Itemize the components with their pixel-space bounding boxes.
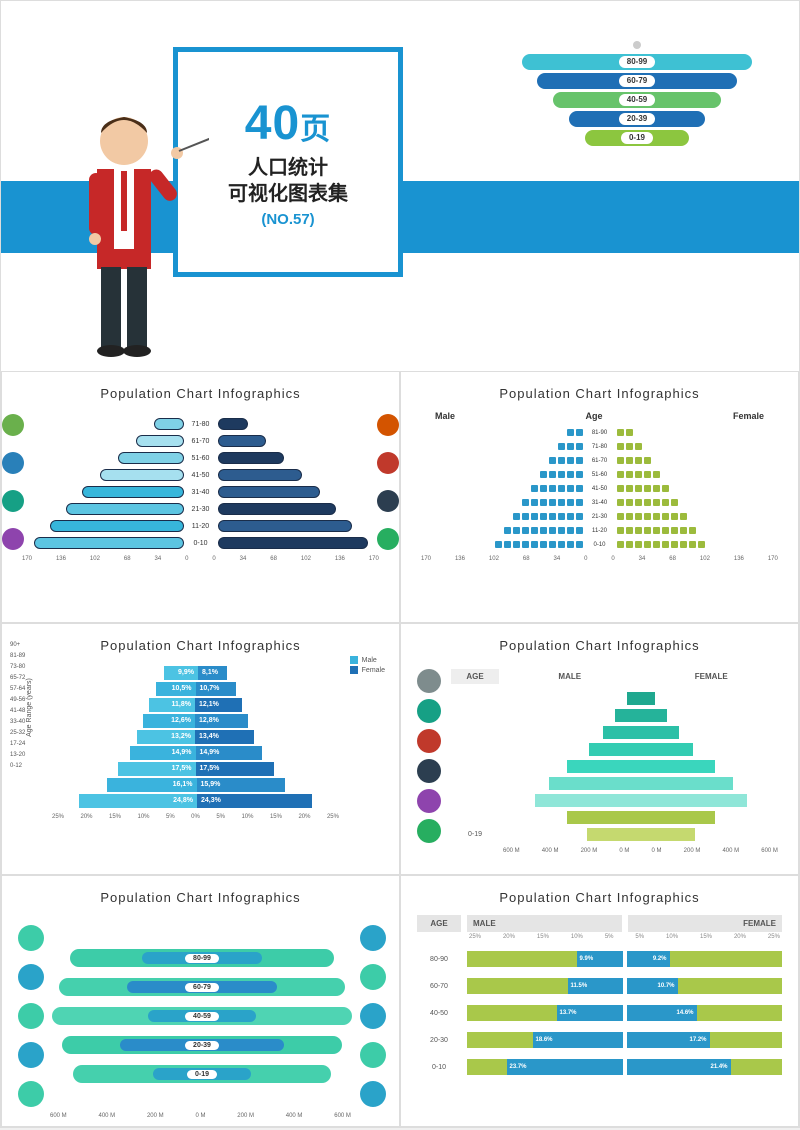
y-axis-label: Age Range (years) — [26, 678, 33, 737]
pyramid-row: 51-60 — [118, 451, 284, 465]
pyramid-row: 31-40 — [82, 485, 320, 499]
panel-split-bars: Population Chart Infographics AGE MALE F… — [400, 875, 799, 1127]
panel-diamond-pyramid: Population Chart Infographics AGE MALE F… — [400, 623, 799, 875]
panel-percent-pyramid: Population Chart Infographics Age Range … — [1, 623, 400, 875]
title-issue: (NO.57) — [261, 211, 314, 228]
pill-bar: 20-39 — [62, 1036, 342, 1054]
dot-row: 51-60 — [495, 469, 705, 480]
diamond-row — [451, 775, 782, 791]
avatar-icon — [18, 964, 44, 990]
avatar-icon — [417, 729, 441, 753]
pill-bar: 80-99 — [70, 949, 334, 967]
funnel-bar: 80-99 — [522, 54, 752, 70]
pill-bar: 40-59 — [52, 1007, 352, 1025]
presenter-illustration — [59, 79, 209, 364]
percent-row: 13,2%13,4% — [137, 729, 254, 744]
percent-row: 10,5%10,7% — [156, 681, 236, 696]
panel-pyramid-outline: Population Chart Infographics 71-80 61-70… — [1, 371, 400, 623]
pyramid-row: 21-30 — [66, 502, 336, 516]
avatar-icon — [360, 964, 386, 990]
title-subtitle: 人口统计可视化图表集 — [228, 155, 348, 207]
pyramid-row: 0-10 — [34, 536, 368, 550]
diamond-row — [451, 690, 782, 706]
y-tick-labels: 90+81-8973-8065-7257-6449-5641-4833-4025… — [10, 642, 25, 769]
p2-header: MaleAgeFemale — [417, 411, 782, 427]
panel-title: Population Chart Infographics — [18, 638, 383, 653]
avatar-icon — [417, 759, 441, 783]
p6-header: AGE MALE FEMALE — [417, 915, 782, 932]
diamond-row — [451, 741, 782, 757]
diamond-row — [451, 707, 782, 723]
pyramid-row: 11-20 — [50, 519, 352, 533]
p4-header: AGE MALE FEMALE — [451, 669, 782, 684]
funnel-bar: 40-59 — [553, 92, 721, 108]
funnel-bar: 20-39 — [569, 111, 705, 127]
avatar-icon — [360, 1003, 386, 1029]
avatar-icon — [417, 699, 441, 723]
avatar-icon — [417, 789, 441, 813]
diamond-row — [451, 758, 782, 774]
pyramid-row: 61-70 — [136, 434, 266, 448]
panel-horizontal-pills: Population Chart Infographics 80-99 60-79… — [1, 875, 400, 1127]
percent-row: 12,6%12,8% — [143, 713, 248, 728]
pyramid-row: 41-50 — [100, 468, 302, 482]
split-bar-row: 80-909.9%9.2% — [417, 950, 782, 968]
avatar-icon — [360, 1081, 386, 1107]
pill-bar: 0-19 — [73, 1065, 331, 1083]
percent-row: 16,1%15,9% — [107, 777, 285, 792]
avatar-icon — [360, 1042, 386, 1068]
percent-row: 11,8%12,1% — [149, 697, 242, 712]
panel-dot-matrix: Population Chart Infographics MaleAgeFem… — [400, 371, 799, 623]
split-bar-row: 20-3018.6%17.2% — [417, 1031, 782, 1049]
panel-title: Population Chart Infographics — [18, 386, 383, 401]
title-number: 40页 — [245, 96, 331, 151]
avatar-icon — [18, 1081, 44, 1107]
legend: Male Female — [350, 656, 385, 676]
avatar-icon — [417, 819, 441, 843]
pyramid-row: 71-80 — [154, 417, 248, 431]
dot-row: 71-80 — [495, 441, 705, 452]
split-bar-row: 0-1023.7%21.4% — [417, 1058, 782, 1076]
diamond-row — [451, 724, 782, 740]
pill-bar: 60-79 — [59, 978, 345, 996]
percent-row: 14,9%14,9% — [130, 745, 262, 760]
avatar-icon — [18, 925, 44, 951]
dot-row: 11-20 — [495, 525, 705, 536]
dot-row: 41-50 — [495, 483, 705, 494]
dot-row: 21-30 — [495, 511, 705, 522]
panel-title: Population Chart Infographics — [417, 386, 782, 401]
panel-title: Population Chart Infographics — [417, 638, 782, 653]
percent-row: 24,8%24,3% — [79, 793, 312, 808]
hero-slide: 40页 人口统计可视化图表集 (NO.57) — [1, 1, 799, 371]
diamond-row: 0-19 — [451, 826, 782, 842]
funnel-bar: 0-19 — [585, 130, 689, 146]
percent-row: 9,9%8,1% — [164, 665, 227, 680]
pin-icon — [633, 41, 641, 49]
dot-row: 0-10 — [495, 539, 705, 550]
avatar-icon — [18, 1003, 44, 1029]
split-bar-row: 60-7011.5%10.7% — [417, 977, 782, 995]
avatar-icon — [18, 1042, 44, 1068]
diamond-row — [451, 792, 782, 808]
percent-row: 17,5%17,5% — [118, 761, 274, 776]
funnel-bar: 60-79 — [537, 73, 737, 89]
diamond-row — [451, 809, 782, 825]
panel-title: Population Chart Infographics — [417, 890, 782, 905]
dot-row: 31-40 — [495, 497, 705, 508]
dot-row: 81-90 — [495, 427, 705, 438]
mini-funnel-chart: 80-99 60-79 40-59 20-39 0-19 — [517, 41, 757, 146]
avatar-icon — [417, 669, 441, 693]
split-bar-row: 40-5013.7%14.6% — [417, 1004, 782, 1022]
avatar-icon — [360, 925, 386, 951]
panel-title: Population Chart Infographics — [18, 890, 383, 905]
dot-row: 61-70 — [495, 455, 705, 466]
